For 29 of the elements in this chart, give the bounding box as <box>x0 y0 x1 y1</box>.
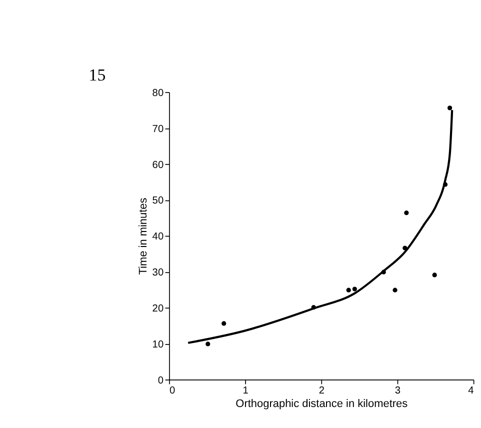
x-tick-label: 0 <box>169 385 176 396</box>
text: 15 <box>88 65 106 84</box>
point <box>442 182 448 187</box>
point <box>311 305 316 310</box>
y-tick-label: 30 <box>152 268 164 279</box>
y-tick-label: 40 <box>152 232 164 243</box>
point <box>404 210 409 216</box>
y-tick-label: 0 <box>158 375 164 386</box>
x-tick-label: 1 <box>242 385 249 396</box>
x-tick-label: 4 <box>468 385 474 396</box>
point <box>381 270 386 274</box>
x-tick-label: 3 <box>394 385 401 396</box>
y-tick-label: 80 <box>152 88 164 99</box>
point <box>392 288 398 292</box>
y-tick-label: 60 <box>152 160 164 171</box>
x-tick-label: 2 <box>318 385 325 396</box>
y-tick-label: 50 <box>152 196 164 207</box>
point <box>346 288 351 292</box>
point <box>222 321 226 326</box>
y-axis-title: Time in minutes <box>137 197 150 275</box>
point <box>352 286 358 292</box>
point <box>402 246 408 250</box>
point <box>432 272 437 278</box>
point <box>206 342 210 346</box>
x-axis-title: Orthographic distance in kilometres <box>236 398 408 410</box>
y-tick-label: 70 <box>152 124 164 135</box>
y-tick-label: 10 <box>152 339 164 350</box>
y-tick-label: 20 <box>152 303 164 314</box>
point <box>447 106 452 110</box>
